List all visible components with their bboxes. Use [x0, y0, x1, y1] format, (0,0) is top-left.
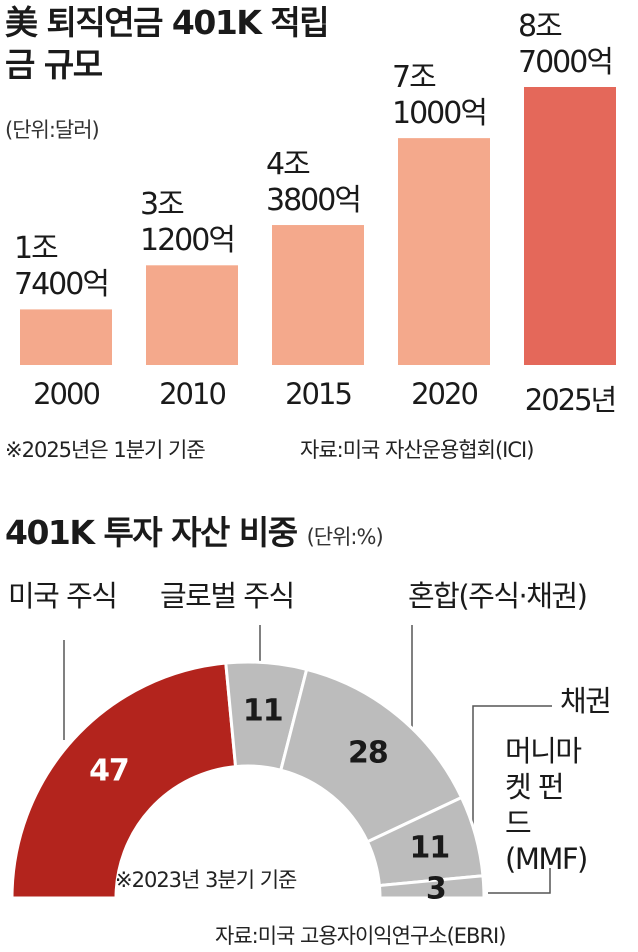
chart-header: 401K 투자 자산 비중 (단위:%): [5, 512, 384, 554]
x-tick-label: 2000: [33, 377, 101, 411]
value-label: 28: [347, 735, 389, 771]
source: 자료:미국 고용자이익연구소(EBRI): [215, 924, 506, 948]
bar: [20, 309, 112, 365]
unit-label: (단위:달러): [5, 118, 100, 142]
bar: [398, 138, 490, 365]
value-label: 4조 3800억: [266, 147, 362, 219]
value-label: 1조 7400억: [14, 231, 110, 303]
value-label: 11: [242, 693, 284, 729]
value-label: 8조 7000억: [518, 9, 614, 80]
source: 자료:미국 자산운용협회(ICI): [300, 438, 534, 462]
value-label: 3: [425, 871, 447, 907]
value-label: 7조 1000억: [392, 60, 488, 132]
value-label: 47: [89, 753, 130, 789]
leader-line: [472, 705, 552, 830]
bar: [146, 265, 238, 365]
unit-label: (단위:%): [306, 525, 384, 549]
category-label: 미국 주식: [8, 579, 118, 613]
leader-lines: [63, 625, 552, 894]
category-label: 머니마켓 펀드 (MMF): [505, 734, 588, 876]
category-label: 혼합(주식·채권): [408, 579, 588, 613]
footnote: ※2025년은 1분기 기준: [5, 438, 206, 462]
category-label: 채권: [560, 684, 612, 718]
donut-segment: [377, 874, 486, 900]
x-tick-label: 2020: [411, 377, 479, 411]
value-label: 3조 1200억: [140, 187, 236, 259]
value-label: 11: [409, 830, 450, 866]
leader-line: [488, 868, 551, 894]
x-tick-label: 2010: [159, 377, 227, 411]
chart-title: 美 퇴직연금 401K 적립금 규모: [5, 3, 330, 84]
donut-segment: [10, 661, 238, 900]
x-tick-label: 2025년: [524, 383, 617, 417]
footnote: ※2023년 3분기 기준: [115, 868, 297, 892]
bar: [272, 225, 364, 365]
category-label: 글로벌 주식: [160, 579, 295, 613]
bar: [524, 87, 616, 365]
chart-title: 401K 투자 자산 비중: [5, 513, 298, 552]
x-tick-label: 2015: [285, 377, 353, 411]
